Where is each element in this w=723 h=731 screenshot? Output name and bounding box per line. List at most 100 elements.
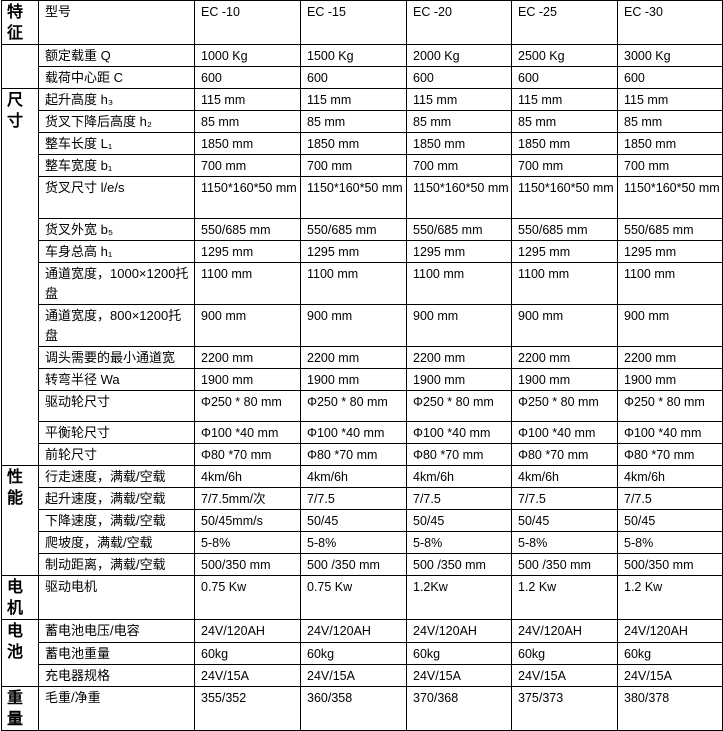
spec-label: 整车长度 L₁ [38,132,195,155]
spec-label: 车身总高 h₁ [38,240,195,263]
spec-label: 调头需要的最小通道宽 [38,346,195,369]
spec-value: 24V/15A [406,664,512,687]
spec-value: 900 mm [300,304,407,347]
spec-value: 50/45 [406,509,512,532]
table-row: 性能 行走速度，满载/空载 4km/6h 4km/6h 4km/6h 4km/6h 4km/… [1,465,723,576]
spec-value: 2200 mm [300,346,407,369]
spec-value: 1100 mm [511,262,618,305]
spec-value: 7/7.5 [406,487,512,510]
spec-value: 60kg [406,642,512,665]
spec-value: 50/45 [300,509,407,532]
category-cell: 性能 [1,465,39,576]
spec-value: 50/45 [511,509,618,532]
spec-value: 550/685 mm [406,218,512,241]
spec-label: 行走速度，满载/空载 [38,465,195,488]
spec-value: 1295 mm [406,240,512,263]
spec-value: 115 mm [406,88,512,111]
spec-label: 载荷中心距 C [38,66,195,89]
category-cell [1,44,39,89]
spec-value: Φ100 *40 mm [194,421,301,444]
spec-label: 蓄电池电压/电容 [38,619,195,643]
table-row: 制动距离，满载/空载 500/350 mm 500 /350 mm 500 /350 … [2,553,723,576]
table-row: 货叉下降后高度 h₂ 85 mm 85 mm 85 mm 85 mm 85 mm [2,110,723,133]
spec-value: 1900 mm [194,368,301,391]
spec-label: 下降速度，满载/空载 [38,509,195,532]
spec-value: Φ100 *40 mm [406,421,512,444]
spec-value: 50/45 [617,509,723,532]
spec-value: 60kg [300,642,407,665]
spec-label: 驱动电机 [38,575,195,620]
category-cell: 尺寸 [1,88,39,466]
spec-label: 蓄电池重量 [38,642,195,665]
spec-value: 5-8% [617,531,723,554]
spec-label: 货叉下降后高度 h₂ [38,110,195,133]
table-row: 驱动轮尺寸 Φ250 * 80 mm Φ250 * 80 mm Φ250 * 80 m… [2,390,723,422]
spec-value: 550/685 mm [194,218,301,241]
spec-value: 1295 mm [194,240,301,263]
category-cell: 特征 [1,0,39,45]
table-row: 平衡轮尺寸 Φ100 *40 mm Φ100 *40 mm Φ100 *40 mm Φ1… [2,421,723,444]
spec-value: 5-8% [300,531,407,554]
table-row: 爬坡度，满载/空载 5-8% 5-8% 5-8% 5-8% 5-8% [2,531,723,554]
spec-label: 驱动轮尺寸 [38,390,195,422]
spec-label: 起升速度，满载/空载 [38,487,195,510]
table-row: 起升速度，满载/空载 7/7.5mm/次 7/7.5 7/7.5 7/7.5 7/7.5 [2,487,723,510]
spec-value: 60kg [617,642,723,665]
spec-value: 24V/15A [194,664,301,687]
spec-value: 1000 Kg [194,44,301,67]
spec-value: 1850 mm [511,132,618,155]
spec-value: 1900 mm [617,368,723,391]
spec-value: 24V/15A [511,664,618,687]
spec-value: 4km/6h [300,465,407,488]
spec-value: 700 mm [406,154,512,177]
spec-value: 7/7.5 [511,487,618,510]
spec-value: 600 [300,66,407,89]
spec-value: 500 /350 mm [406,553,512,576]
spec-value: 1100 mm [194,262,301,305]
spec-value: Φ100 *40 mm [511,421,618,444]
spec-value: 60kg [194,642,301,665]
spec-value: 1150*160*50 mm [194,176,301,219]
spec-value: 600 [406,66,512,89]
spec-value: 2000 Kg [406,44,512,67]
table-row: 额定载重 Q 1000 Kg 1500 Kg 2000 Kg 2500 Kg 3000 K… [1,44,723,89]
header-row: 特征 型号 EC -10 EC -15 EC -20 EC -25 EC -30 [1,0,723,45]
table-row: 调头需要的最小通道宽 2200 mm 2200 mm 2200 mm 2200 mm 22… [2,346,723,369]
spec-value: 700 mm [300,154,407,177]
spec-value: 1850 mm [406,132,512,155]
spec-value: 60kg [511,642,618,665]
spec-value: 85 mm [511,110,618,133]
spec-label: 货叉尺寸 l/e/s [38,176,195,219]
spec-value: 355/352 [194,686,301,731]
spec-value: Φ80 *70 mm [406,443,512,466]
table-row: 货叉尺寸 l/e/s 1150*160*50 mm 1150*160*50 mm 11… [2,176,723,219]
spec-value: 700 mm [617,154,723,177]
spec-value: 1850 mm [300,132,407,155]
table-row: 电池 蓄电池电压/电容 24V/120AH 24V/120AH 24V/120AH 24V… [1,619,723,687]
spec-value: 500/350 mm [194,553,301,576]
category-cell: 电池 [1,619,39,687]
spec-value: 1295 mm [617,240,723,263]
spec-value: 115 mm [617,88,723,111]
spec-value: 900 mm [406,304,512,347]
model-header: EC -25 [511,0,618,45]
spec-value: 5-8% [194,531,301,554]
table-row: 货叉外宽 b₅ 550/685 mm 550/685 mm 550/685 mm 550… [2,218,723,241]
spec-value: 85 mm [617,110,723,133]
spec-value: 700 mm [194,154,301,177]
spec-value: 5-8% [511,531,618,554]
spec-value: 900 mm [194,304,301,347]
spec-value: 600 [617,66,723,89]
spec-value: 0.75 Kw [194,575,301,620]
spec-value: 4km/6h [617,465,723,488]
spec-value: 1.2 Kw [511,575,618,620]
spec-value: 1.2Kw [406,575,512,620]
spec-value: 900 mm [617,304,723,347]
spec-value: 500 /350 mm [511,553,618,576]
spec-value: 115 mm [194,88,301,111]
spec-label: 通道宽度，800×1200托盘 [38,304,195,347]
spec-value: 2200 mm [406,346,512,369]
table-row: 尺寸 起升高度 h₃ 115 mm 115 mm 115 mm 115 mm 115 mm [1,88,723,466]
spec-label: 整车宽度 b₁ [38,154,195,177]
